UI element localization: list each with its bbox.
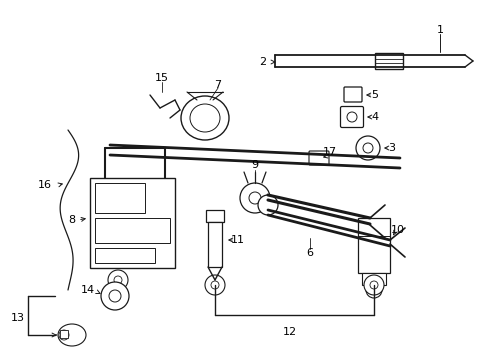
Bar xyxy=(205,210,224,222)
Circle shape xyxy=(109,290,121,302)
Circle shape xyxy=(248,192,261,204)
Text: 17: 17 xyxy=(322,147,336,157)
Text: 12: 12 xyxy=(283,327,296,337)
Bar xyxy=(60,330,68,338)
Ellipse shape xyxy=(190,104,220,132)
FancyBboxPatch shape xyxy=(343,87,361,102)
Bar xyxy=(95,183,145,213)
Circle shape xyxy=(204,275,224,295)
FancyBboxPatch shape xyxy=(308,151,328,165)
Text: 15: 15 xyxy=(155,73,169,83)
Bar xyxy=(207,222,222,267)
Bar xyxy=(95,248,155,263)
Text: 4: 4 xyxy=(371,112,378,122)
Ellipse shape xyxy=(58,324,86,346)
Bar xyxy=(357,218,389,273)
Circle shape xyxy=(258,195,278,215)
Text: 2: 2 xyxy=(259,57,266,67)
Bar xyxy=(361,273,385,285)
Bar xyxy=(95,218,170,243)
Text: 11: 11 xyxy=(230,235,244,245)
Circle shape xyxy=(210,281,219,289)
FancyBboxPatch shape xyxy=(340,107,363,127)
Circle shape xyxy=(365,282,381,298)
Text: 10: 10 xyxy=(390,225,404,235)
Text: 9: 9 xyxy=(251,160,258,170)
Text: 8: 8 xyxy=(68,215,76,225)
Text: 3: 3 xyxy=(387,143,395,153)
Circle shape xyxy=(370,287,376,293)
Text: 16: 16 xyxy=(38,180,52,190)
Text: 5: 5 xyxy=(371,90,378,100)
Circle shape xyxy=(346,112,356,122)
Circle shape xyxy=(101,282,129,310)
Circle shape xyxy=(362,143,372,153)
Text: 1: 1 xyxy=(436,25,443,35)
Bar xyxy=(90,178,175,268)
Text: 6: 6 xyxy=(306,248,313,258)
Circle shape xyxy=(369,281,377,289)
Ellipse shape xyxy=(181,96,228,140)
Text: 7: 7 xyxy=(214,80,221,90)
Circle shape xyxy=(114,276,122,284)
Bar xyxy=(374,53,402,69)
Circle shape xyxy=(363,275,383,295)
Circle shape xyxy=(59,330,69,340)
Circle shape xyxy=(355,136,379,160)
Circle shape xyxy=(240,183,269,213)
Text: 13: 13 xyxy=(11,313,25,323)
Circle shape xyxy=(108,270,128,290)
Text: 14: 14 xyxy=(81,285,95,295)
